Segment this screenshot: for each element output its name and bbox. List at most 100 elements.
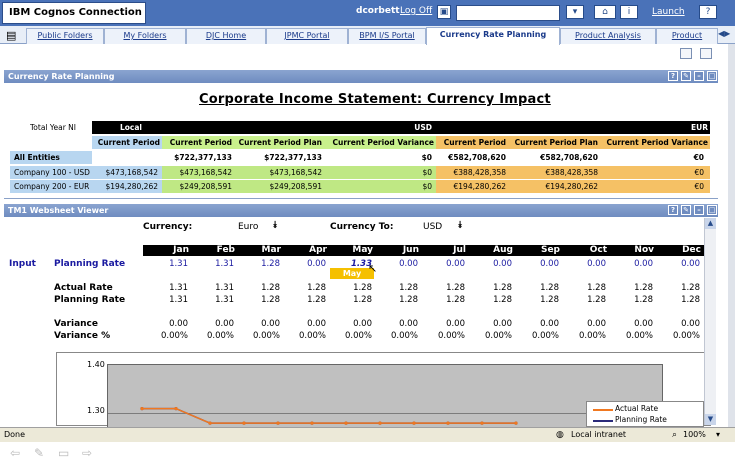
- search-options-icon[interactable]: ▾: [566, 5, 584, 19]
- group-local: Local: [92, 121, 170, 134]
- edit-icon[interactable]: ✎: [681, 71, 691, 81]
- cell-all-eur-current: €582,708,620: [436, 151, 510, 164]
- vertical-scrollbar[interactable]: ▲ ▼: [704, 218, 716, 425]
- month-header: Jun: [376, 245, 422, 256]
- cell-variance-pct: 0.00%: [625, 331, 653, 341]
- home-icon[interactable]: ⌂: [594, 5, 616, 19]
- cell-variance: 0.00: [634, 319, 653, 329]
- cell-planning-input[interactable]: 0.00: [681, 259, 700, 269]
- tab-jpmc-portal[interactable]: JPMC Portal: [266, 28, 348, 44]
- cell-actual-rate: 1.28: [446, 283, 465, 293]
- status-text: Done: [4, 430, 26, 439]
- page-icon[interactable]: ▭: [58, 446, 70, 460]
- cell-planning-input[interactable]: 1.33: [351, 259, 372, 269]
- row-label-planning-rate: Planning Rate: [54, 295, 126, 305]
- info-icon[interactable]: i: [620, 5, 638, 19]
- cell-planning-input[interactable]: 1.28: [261, 259, 280, 269]
- row-label-company-200[interactable]: Company 200 - EUR: [10, 180, 92, 193]
- row-label-company-100[interactable]: Company 100 - USD: [10, 166, 92, 179]
- layout-icon[interactable]: [680, 48, 692, 59]
- page-edge: [728, 44, 735, 427]
- app-title: IBM Cognos Connection: [2, 2, 146, 24]
- search-input[interactable]: [456, 5, 560, 21]
- scroll-down-icon[interactable]: ▼: [705, 414, 716, 425]
- tab-scroll-arrows[interactable]: ◀▶: [718, 29, 731, 38]
- tab-currency-rate-planning[interactable]: Currency Rate Planning: [426, 27, 560, 45]
- cell-planning-input[interactable]: 0.00: [399, 259, 418, 269]
- pen-icon[interactable]: ✎: [34, 446, 45, 460]
- panel-divider: [4, 198, 718, 199]
- maximize-icon[interactable]: □: [707, 71, 717, 81]
- tab-bpm-portal[interactable]: BPM I/S Portal: [348, 28, 426, 44]
- globe-icon: ◍: [556, 430, 564, 440]
- cell-variance-pct: 0.00%: [672, 331, 700, 341]
- cell-planning-input[interactable]: 0.00: [634, 259, 653, 269]
- cell-planning-input[interactable]: 0.00: [493, 259, 512, 269]
- cell-c100-usd-current: $473,168,542: [162, 166, 236, 179]
- forward-icon[interactable]: ⇨: [82, 446, 93, 460]
- row-label-all-entities[interactable]: All Entities: [10, 151, 92, 164]
- edit-page-icon[interactable]: [700, 48, 712, 59]
- cell-planning-rate: 1.28: [446, 295, 465, 305]
- zoom-dropdown-icon[interactable]: ▾: [716, 430, 721, 439]
- cell-planning-input[interactable]: 0.00: [540, 259, 559, 269]
- cell-variance-pct: 0.00%: [390, 331, 418, 341]
- minimize-icon[interactable]: –: [694, 205, 704, 215]
- data-point: [242, 421, 246, 425]
- cell-planning-input[interactable]: 1.31: [215, 259, 234, 269]
- currency-to-select[interactable]: USD: [423, 222, 443, 232]
- cell-variance-pct: 0.00%: [484, 331, 512, 341]
- edit-icon[interactable]: ✎: [681, 205, 691, 215]
- log-off-link[interactable]: Log Off: [400, 6, 433, 16]
- chart-svg: [108, 407, 664, 425]
- help-icon[interactable]: ?: [668, 71, 678, 81]
- series-line-planning-rate: [142, 407, 516, 424]
- cell-c200-eur-current: €194,280,262: [436, 180, 510, 193]
- cell-actual-rate: 1.28: [681, 283, 700, 293]
- zoom-icon: ⌕: [672, 430, 678, 440]
- month-header: Jul: [422, 245, 469, 256]
- cell-c200-usd-variance: $0: [326, 180, 436, 193]
- tab-product-analysis[interactable]: Product Analysis: [560, 28, 656, 44]
- cell-variance-pct: 0.00%: [206, 331, 234, 341]
- data-point: [140, 407, 144, 411]
- month-header: Dec: [657, 245, 704, 256]
- tab-djc-home[interactable]: DJC Home: [186, 28, 266, 44]
- tab-public-folders[interactable]: Public Folders: [26, 28, 104, 44]
- scroll-up-icon[interactable]: ▲: [705, 218, 716, 229]
- cell-planning-input[interactable]: 1.31: [169, 259, 188, 269]
- minimize-icon[interactable]: –: [694, 71, 704, 81]
- maximize-icon[interactable]: □: [707, 205, 717, 215]
- cell-c200-eur-variance: €0: [602, 180, 710, 193]
- clipboard-icon[interactable]: ▣: [437, 5, 451, 19]
- data-point: [480, 421, 484, 425]
- help-icon[interactable]: ?: [699, 5, 717, 19]
- currency-select[interactable]: Euro: [238, 222, 259, 232]
- cell-planning-input[interactable]: 0.00: [446, 259, 465, 269]
- cell-planning-input[interactable]: 0.00: [587, 259, 606, 269]
- month-header: May: [330, 245, 376, 256]
- cell-planning-rate: 1.28: [399, 295, 418, 305]
- tab-my-folders[interactable]: My Folders: [104, 28, 186, 44]
- legend-planning-rate: Planning Rate: [615, 415, 667, 424]
- currency-dropdown-icon[interactable]: ⯯: [272, 220, 278, 231]
- username: dcorbett: [356, 6, 400, 16]
- help-icon[interactable]: ?: [668, 205, 678, 215]
- back-icon[interactable]: ⇦: [10, 446, 21, 460]
- currency-to-dropdown-icon[interactable]: ⯯: [457, 220, 463, 231]
- header-eur-plan: Current Period Plan: [510, 136, 602, 149]
- zoom-level[interactable]: 100%: [683, 430, 706, 439]
- portal-menu-icon[interactable]: ▤: [6, 29, 17, 42]
- launch-menu[interactable]: Launch: [652, 7, 685, 17]
- y-tick-label: 1.30: [87, 406, 105, 415]
- row-label-variance-pct: Variance %: [54, 331, 111, 341]
- cell-c100-eur-current: €388,428,358: [436, 166, 510, 179]
- status-bar: Done ◍ Local intranet ⌕ 100% ▾: [0, 427, 735, 442]
- cell-planning-input[interactable]: 0.00: [307, 259, 326, 269]
- cell-actual-rate: 1.31: [169, 283, 188, 293]
- cell-variance-pct: 0.00%: [160, 331, 188, 341]
- cell-planning-rate: 1.31: [169, 295, 188, 305]
- cell-all-usd-variance: $0: [326, 151, 436, 164]
- tab-product[interactable]: Product: [656, 28, 718, 44]
- cell-all-usd-current: $722,377,133: [162, 151, 236, 164]
